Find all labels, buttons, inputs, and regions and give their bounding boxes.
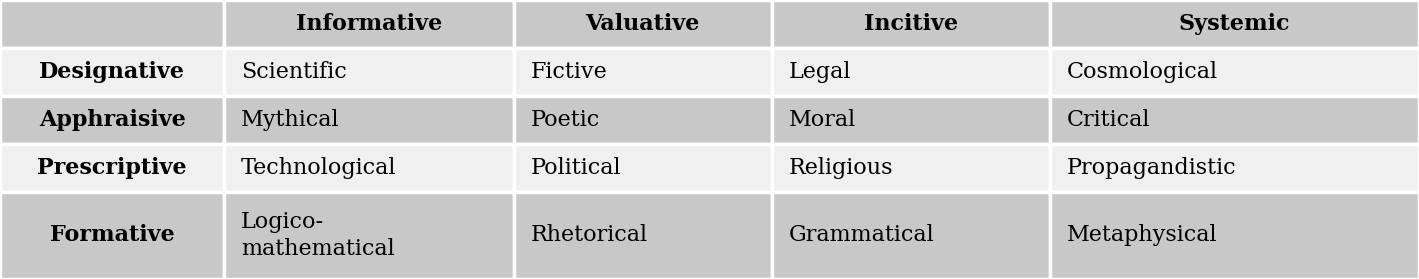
Text: Fictive: Fictive xyxy=(531,61,607,83)
Text: Grammatical: Grammatical xyxy=(789,225,935,246)
Bar xyxy=(1050,192,1419,279)
Text: Informative: Informative xyxy=(295,13,443,35)
Bar xyxy=(772,192,1050,279)
Text: Systemic: Systemic xyxy=(1179,13,1290,35)
Text: Legal: Legal xyxy=(789,61,851,83)
Bar xyxy=(772,48,1050,96)
Bar xyxy=(0,96,224,144)
Bar xyxy=(1050,48,1419,96)
Bar xyxy=(1050,96,1419,144)
Text: Cosmological: Cosmological xyxy=(1067,61,1219,83)
Bar xyxy=(224,144,514,192)
Text: Rhetorical: Rhetorical xyxy=(531,225,648,246)
Text: Valuative: Valuative xyxy=(586,13,700,35)
Text: Moral: Moral xyxy=(789,109,856,131)
Text: Political: Political xyxy=(531,157,622,179)
Text: Technological: Technological xyxy=(241,157,397,179)
Bar xyxy=(0,0,224,48)
Text: Metaphysical: Metaphysical xyxy=(1067,225,1218,246)
Text: Mythical: Mythical xyxy=(241,109,341,131)
Text: Formative: Formative xyxy=(50,225,175,246)
Bar xyxy=(1050,0,1419,48)
Text: Poetic: Poetic xyxy=(531,109,600,131)
Text: Apphraisive: Apphraisive xyxy=(38,109,186,131)
Bar xyxy=(224,192,514,279)
Bar xyxy=(772,144,1050,192)
Bar xyxy=(772,0,1050,48)
Bar xyxy=(514,144,772,192)
Text: Scientific: Scientific xyxy=(241,61,348,83)
Bar xyxy=(0,192,224,279)
Text: Designative: Designative xyxy=(40,61,184,83)
Text: Prescriptive: Prescriptive xyxy=(37,157,187,179)
Bar xyxy=(224,0,514,48)
Text: Critical: Critical xyxy=(1067,109,1151,131)
Text: Religious: Religious xyxy=(789,157,894,179)
Bar xyxy=(514,0,772,48)
Bar xyxy=(224,48,514,96)
Bar xyxy=(0,144,224,192)
Bar xyxy=(224,96,514,144)
Bar xyxy=(0,48,224,96)
Text: Propagandistic: Propagandistic xyxy=(1067,157,1237,179)
Bar xyxy=(514,48,772,96)
Bar xyxy=(514,192,772,279)
Bar xyxy=(1050,144,1419,192)
Text: Incitive: Incitive xyxy=(864,13,958,35)
Text: Logico-
mathematical: Logico- mathematical xyxy=(241,211,394,260)
Bar xyxy=(772,96,1050,144)
Bar xyxy=(514,96,772,144)
